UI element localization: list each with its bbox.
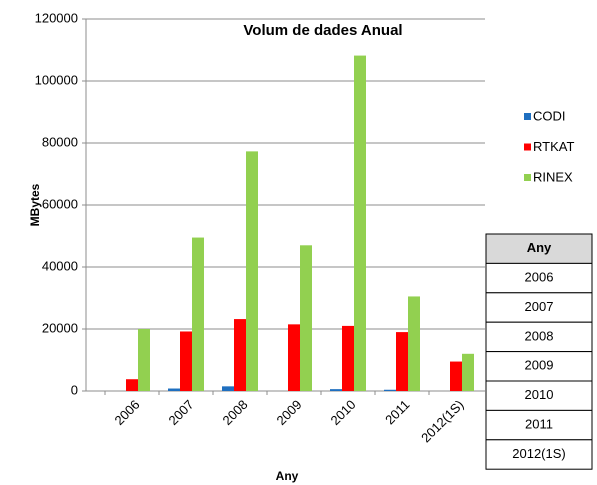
- bar: [384, 389, 396, 391]
- bar: [168, 388, 180, 391]
- bar: [342, 325, 354, 391]
- x-tick-label: 2010: [327, 397, 358, 428]
- bar: [234, 319, 246, 391]
- bar: [222, 386, 234, 391]
- bar: [246, 151, 258, 391]
- y-tick-label: 20000: [42, 320, 78, 335]
- y-tick-label: 40000: [42, 258, 78, 273]
- table-cell: [485, 439, 593, 470]
- legend-label: RTKAT: [533, 139, 574, 154]
- x-tick-label: 2006: [111, 397, 142, 428]
- x-tick-label: 2007: [165, 397, 196, 428]
- bar: [396, 332, 408, 391]
- y-tick-label: 60000: [42, 196, 78, 211]
- y-tick-label: 120000: [35, 10, 78, 25]
- table-cell: [485, 262, 593, 294]
- bar: [126, 379, 138, 391]
- y-axis-label: MBytes: [28, 183, 42, 226]
- table-cell: [485, 321, 593, 353]
- table-header-bg: [485, 233, 593, 264]
- bar: [288, 324, 300, 391]
- legend-swatch: [524, 143, 531, 151]
- y-tick-label: 80000: [42, 134, 78, 149]
- bar: [138, 329, 150, 391]
- bar: [300, 245, 312, 391]
- bar: [330, 389, 342, 391]
- legend-label: RINEX: [533, 169, 573, 184]
- legend-swatch: [524, 174, 531, 181]
- x-tick-label: 2012(1S): [418, 397, 466, 445]
- x-tick-label: 2008: [219, 397, 250, 428]
- y-tick-label: 100000: [35, 72, 78, 87]
- bar: [462, 353, 474, 391]
- x-tick-label: 2011: [382, 397, 412, 427]
- y-tick-label: 0: [71, 382, 78, 397]
- table-cell-text: 2012(1S): [512, 446, 565, 461]
- legend-swatch: [524, 113, 531, 120]
- bar: [192, 237, 204, 391]
- legend-label: CODI: [533, 108, 566, 123]
- bar: [180, 331, 192, 391]
- bar: [408, 296, 420, 391]
- table-cell-text: 2010: [525, 387, 554, 402]
- table-cell-text: 2007: [525, 299, 554, 314]
- chart-title: Volum de dades Anual: [243, 22, 402, 39]
- x-tick-label: 2009: [273, 397, 304, 428]
- table-cell-text: 2009: [525, 358, 554, 373]
- bar: [354, 55, 366, 391]
- table-cell-text: 2008: [525, 328, 554, 343]
- table-cell: [485, 292, 593, 323]
- table-cell-text: 2006: [525, 270, 554, 285]
- bar: [450, 361, 462, 391]
- table-header: Any: [527, 240, 552, 255]
- x-axis-label: Any: [276, 469, 299, 483]
- table-cell-text: 2011: [525, 417, 553, 432]
